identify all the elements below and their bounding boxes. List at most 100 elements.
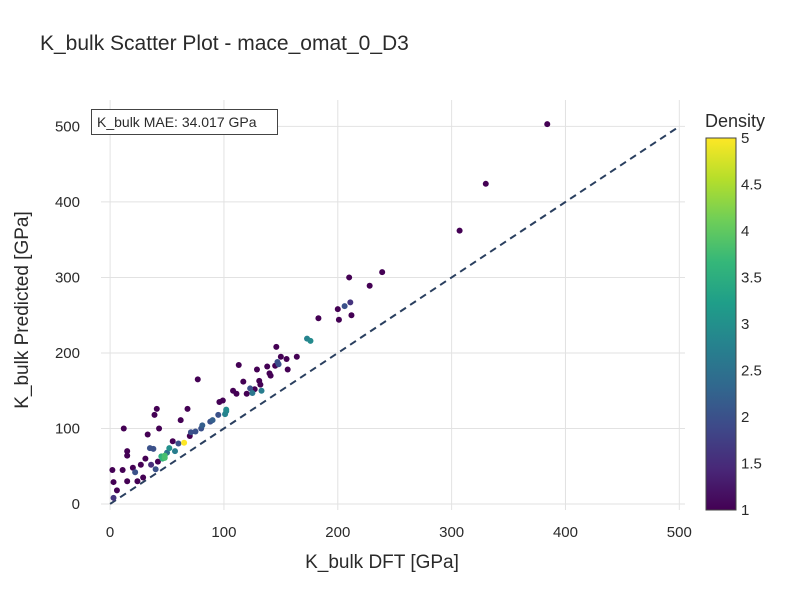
annotation-box — [91, 109, 278, 135]
data-point — [347, 299, 354, 306]
data-point — [132, 469, 139, 476]
data-point — [184, 405, 191, 412]
colorbar-tick-label: 3 — [741, 316, 749, 333]
data-point — [120, 425, 127, 432]
data-point — [283, 355, 290, 362]
annotation-text: K_bulk MAE: 34.017 GPa — [97, 114, 257, 130]
data-point — [156, 425, 163, 432]
data-point — [181, 439, 188, 446]
chart-title: K_bulk Scatter Plot - mace_omat_0_D3 — [40, 32, 409, 55]
colorbar-tick-label: 1.5 — [741, 456, 762, 473]
data-point — [152, 466, 159, 473]
data-point — [315, 315, 322, 322]
data-point — [144, 431, 151, 438]
data-point — [249, 389, 256, 396]
grid-lines — [101, 100, 685, 510]
y-tick-label: 400 — [55, 194, 80, 211]
data-point — [175, 440, 182, 447]
x-tick-label: 500 — [667, 524, 692, 541]
data-point — [124, 478, 131, 485]
data-point — [284, 366, 291, 373]
y-tick-label: 500 — [55, 118, 80, 135]
data-point — [223, 406, 230, 413]
x-axis-ticks: 0 100 200 300 400 500 — [106, 524, 692, 541]
data-point — [275, 361, 282, 368]
data-point — [194, 376, 201, 383]
data-point — [233, 390, 240, 397]
data-points — [109, 121, 551, 501]
data-point — [109, 466, 116, 473]
x-tick-label: 200 — [325, 524, 350, 541]
colorbar-tick-label: 1 — [741, 502, 749, 519]
data-point — [379, 269, 386, 276]
data-point — [277, 353, 284, 360]
data-point — [247, 385, 254, 392]
x-tick-label: 0 — [106, 524, 114, 541]
reference-line-group — [109, 125, 680, 505]
data-point — [177, 417, 184, 424]
colorbar-gradient — [705, 137, 737, 511]
data-point — [243, 390, 250, 397]
colorbar-tick-label: 4.5 — [741, 177, 762, 194]
data-point — [140, 474, 147, 481]
data-point — [264, 363, 271, 370]
data-point — [267, 372, 274, 379]
x-tick-label: 100 — [211, 524, 236, 541]
data-point — [199, 422, 206, 429]
data-point — [293, 353, 300, 360]
x-tick-label: 400 — [553, 524, 578, 541]
y-tick-label: 200 — [55, 345, 80, 362]
data-point — [154, 458, 161, 465]
data-point — [334, 306, 341, 313]
data-point — [235, 362, 242, 369]
data-point — [209, 417, 216, 424]
colorbar-tick-label: 2.5 — [741, 363, 762, 380]
data-point — [151, 411, 158, 418]
colorbar-tick-label: 5 — [741, 130, 749, 147]
y-tick-label: 0 — [72, 496, 80, 513]
data-point — [153, 405, 160, 412]
data-point — [335, 316, 342, 323]
data-point — [166, 445, 173, 452]
y-axis-title: K_bulk Predicted [GPa] — [12, 211, 33, 409]
colorbar-ticks: 1 1.5 2 2.5 3 3.5 4 4.5 5 — [741, 130, 762, 519]
data-point — [134, 478, 141, 485]
data-point — [273, 343, 280, 350]
data-point — [110, 479, 117, 486]
x-tick-label: 300 — [439, 524, 464, 541]
data-point — [113, 487, 120, 494]
colorbar-title: Density — [705, 111, 765, 131]
data-point — [258, 387, 265, 394]
data-point — [110, 494, 117, 501]
data-point — [137, 461, 144, 468]
data-point — [257, 381, 264, 388]
data-point — [482, 180, 489, 187]
data-point — [215, 411, 222, 418]
colorbar-tick-label: 2 — [741, 409, 749, 426]
colorbar-tick-label: 3.5 — [741, 270, 762, 287]
x-axis-title: K_bulk DFT [GPa] — [305, 552, 459, 573]
data-point — [240, 378, 247, 385]
data-point — [346, 274, 353, 281]
colorbar: Density 1 1.5 2 2.5 3 3.5 4 4.5 5 — [705, 111, 765, 519]
data-point — [348, 312, 355, 319]
mae-annotation: K_bulk MAE: 34.017 GPa — [91, 109, 278, 135]
data-point — [169, 438, 176, 445]
data-point — [219, 397, 226, 404]
data-point — [171, 448, 178, 455]
data-point — [150, 445, 157, 452]
y-tick-label: 300 — [55, 269, 80, 286]
data-point — [119, 466, 126, 473]
data-point — [192, 428, 199, 435]
data-point — [124, 452, 131, 459]
data-point — [544, 121, 551, 128]
colorbar-tick-label: 4 — [741, 223, 749, 240]
data-point — [129, 464, 136, 471]
data-point — [307, 337, 314, 344]
data-point — [142, 455, 149, 462]
data-point — [187, 429, 194, 436]
y-axis-ticks: 0 100 200 300 400 500 — [55, 118, 80, 513]
data-point — [366, 282, 373, 289]
data-point — [124, 448, 131, 455]
